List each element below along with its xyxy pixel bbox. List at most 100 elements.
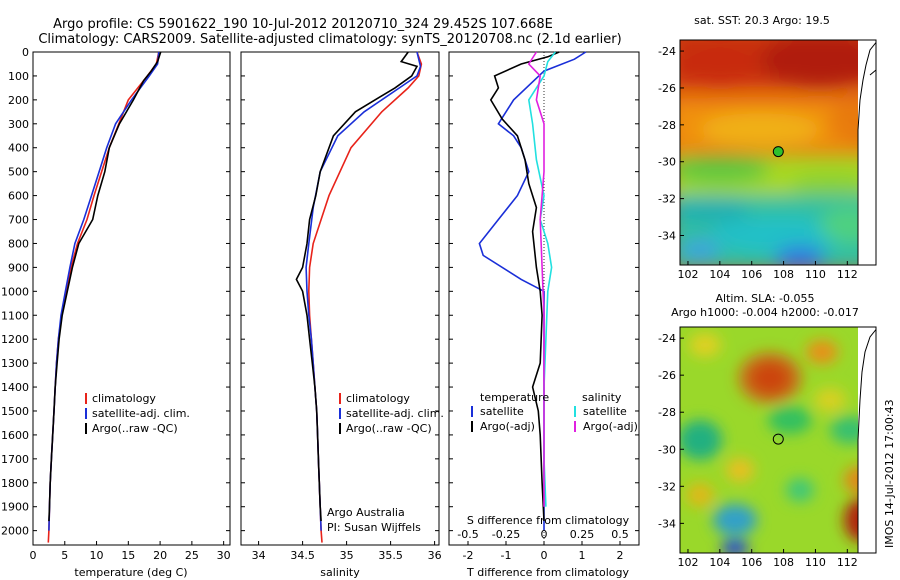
depth-tick-label: 1000 — [1, 285, 29, 298]
depth-tick-label: 900 — [8, 261, 29, 274]
salinity-legend-label: climatology — [346, 392, 410, 405]
sst_map-ytick-label: -34 — [658, 229, 676, 242]
sla_map-xtick-label: 106 — [741, 556, 762, 569]
side-stamp: IMOS 14-Jul-2012 17:00:43 — [883, 399, 896, 548]
temperature-profile-plot: 0 5 10 15 20 25 300100200300400500600700800900… — [1, 46, 231, 579]
salinity-xlabel: salinity — [320, 566, 360, 579]
temperature-series-line — [48, 51, 162, 522]
difference-top-tick-label: 0 — [541, 528, 548, 541]
difference-xlabel-top: S difference from climatology — [467, 514, 630, 527]
difference-series-line — [489, 51, 560, 522]
salinity-annotation-line1: Argo Australia — [327, 506, 405, 519]
salinity-series-line — [305, 51, 422, 531]
difference-legend-title-sal: salinity — [582, 391, 622, 404]
sla_map-ytick-label: -34 — [658, 517, 676, 530]
sst_map-ytick-label: -30 — [658, 156, 676, 169]
sst_map-ytick-label: -28 — [658, 119, 676, 132]
sst-map-title: sat. SST: 20.3 Argo: 19.5 — [694, 14, 830, 27]
salinity-legend-label: satellite-adj. clim. — [346, 407, 444, 420]
temperature-legend-label: satellite-adj. clim. — [92, 407, 190, 420]
salinity-xtick-label: 34.5 — [290, 549, 315, 562]
salinity-legend-label: Argo(..raw -QC) — [346, 422, 432, 435]
difference-xtick-label: -1 — [501, 549, 512, 562]
sla-map-title-line1: Altim. SLA: -0.055 — [715, 292, 814, 305]
difference-series-line — [527, 51, 545, 507]
depth-tick-label: 1200 — [1, 333, 29, 346]
difference-top-tick-label: 0.25 — [570, 528, 595, 541]
difference-top-tick-label: -0.5 — [457, 528, 478, 541]
difference-xlabel-bottom: T difference from climatology — [466, 566, 629, 579]
sst_map-xtick-label: 112 — [837, 268, 858, 281]
salinity-series-line — [307, 51, 423, 543]
difference-xtick-label: 1 — [579, 549, 586, 562]
depth-tick-label: 500 — [8, 166, 29, 179]
difference-legend-label: Argo(-adj) — [480, 420, 535, 433]
temperature-xtick-label: 30 — [217, 549, 231, 562]
depth-tick-label: 1800 — [1, 477, 29, 490]
difference-legend-label: satellite — [583, 405, 627, 418]
temperature-series-line — [48, 51, 160, 531]
temperature-xtick-label: 25 — [185, 549, 199, 562]
sst_map-xtick-label: 104 — [709, 268, 730, 281]
sla-map-frame — [679, 326, 877, 554]
temperature-xtick-label: 5 — [61, 549, 68, 562]
sla_map-ytick-label: -24 — [658, 332, 676, 345]
sst_map-xtick-label: 108 — [773, 268, 794, 281]
sst_map-ytick-label: -26 — [658, 82, 676, 95]
sla_map-argo-marker — [772, 433, 784, 445]
sla_map-ytick-label: -30 — [658, 443, 676, 456]
depth-tick-label: 700 — [8, 214, 29, 227]
temperature-xtick-label: 15 — [121, 549, 135, 562]
salinity-profile-plot: 34 34.5 35 35.5 36 salinity climatology satelli… — [240, 51, 444, 579]
sst_map-xtick-label: 110 — [805, 268, 826, 281]
difference-xtick-label: 2 — [617, 549, 624, 562]
sla-map: Altim. SLA: -0.055 Argo h1000: -0.004 h2… — [658, 292, 877, 569]
sst_map-xtick-label: 106 — [741, 268, 762, 281]
difference-top-tick-label: -0.25 — [492, 528, 520, 541]
sst-map-axes: 102 104 106 108 110 112 -24 -26 -28 -30 -32 -34 — [658, 45, 858, 281]
temperature-xtick-label: 0 — [30, 549, 37, 562]
sla_map-xtick-label: 102 — [677, 556, 698, 569]
sla_map-xtick-label: 110 — [805, 556, 826, 569]
difference-xtick-label: -2 — [463, 549, 474, 562]
depth-tick-label: 800 — [8, 237, 29, 250]
difference-legend-label: satellite — [480, 405, 524, 418]
depth-tick-label: 1600 — [1, 429, 29, 442]
sla_map-xtick-label: 112 — [837, 556, 858, 569]
sst_map-ytick-label: -32 — [658, 193, 676, 206]
depth-tick-label: 1300 — [1, 357, 29, 370]
sla_map-xtick-label: 104 — [709, 556, 730, 569]
temperature-frame — [32, 51, 231, 546]
depth-tick-label: 400 — [8, 142, 29, 155]
header-line2: Climatology: CARS2009. Satellite-adjuste… — [38, 32, 621, 47]
salinity-frame — [240, 51, 440, 546]
difference-xtick-label: 0 — [541, 549, 548, 562]
sla_map-ytick-label: -32 — [658, 480, 676, 493]
sla_map-xtick-label: 108 — [773, 556, 794, 569]
depth-tick-label: 1900 — [1, 501, 29, 514]
salinity-xtick-label: 34 — [252, 549, 266, 562]
sst_map-argo-marker — [772, 146, 784, 158]
depth-tick-label: 600 — [8, 190, 29, 203]
depth-tick-label: 100 — [8, 70, 29, 83]
header-line1: Argo profile: CS 5901622_190 10-Jul-2012… — [53, 17, 553, 32]
difference-top-tick-label: 0.5 — [611, 528, 629, 541]
depth-tick-label: 200 — [8, 94, 29, 107]
sst-heatmap — [680, 40, 876, 265]
depth-tick-label: 1700 — [1, 453, 29, 466]
difference-legend-title-temp: temperature — [480, 391, 549, 404]
depth-tick-label: 2000 — [1, 525, 29, 538]
salinity-xtick-label: 35.5 — [378, 549, 403, 562]
temperature-xtick-label: 10 — [90, 549, 104, 562]
sst_map-ytick-label: -24 — [658, 45, 676, 58]
depth-tick-label: 1400 — [1, 381, 29, 394]
salinity-xtick-label: 35 — [340, 549, 354, 562]
depth-tick-label: 300 — [8, 118, 29, 131]
sst-map-frame — [679, 39, 877, 266]
salinity-xtick-label: 36 — [428, 549, 442, 562]
sla_map-ytick-label: -26 — [658, 369, 676, 382]
sst-map: sat. SST: 20.3 Argo: 19.5 — [658, 14, 877, 281]
salinity-series-line — [295, 51, 419, 522]
sla_map-ytick-label: -28 — [658, 406, 676, 419]
